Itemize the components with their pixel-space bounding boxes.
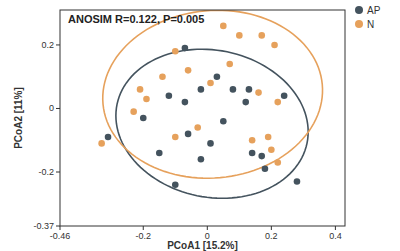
point	[105, 134, 112, 141]
confidence-ellipse	[116, 49, 308, 198]
point	[130, 108, 137, 115]
point	[246, 86, 253, 93]
x-tick-label: -0.46	[50, 231, 71, 241]
point	[249, 137, 256, 144]
point	[271, 42, 278, 49]
x-tick	[60, 226, 61, 230]
x-tick	[143, 226, 144, 230]
point	[262, 166, 269, 173]
x-tick-label: -0.2	[136, 231, 152, 241]
point	[220, 23, 227, 30]
point	[98, 140, 105, 147]
x-tick-label: 0.2	[265, 231, 278, 241]
point	[185, 67, 192, 74]
point	[182, 99, 189, 106]
point	[198, 156, 205, 163]
legend-label: AP	[367, 5, 381, 16]
point	[172, 181, 179, 188]
point	[214, 73, 221, 80]
chart: -0.46-0.200.20.4-0.37-0.200.2PCoA1 [15.2…	[0, 0, 400, 251]
point	[274, 99, 281, 106]
point	[281, 92, 288, 99]
y-tick	[56, 108, 60, 109]
y-tick-label: -0.37	[33, 221, 54, 231]
point	[194, 124, 201, 131]
legend-swatch	[355, 20, 363, 28]
point	[258, 153, 265, 160]
point	[143, 96, 150, 103]
point	[236, 32, 243, 39]
point	[207, 140, 214, 147]
legend-label: N	[367, 19, 374, 30]
point	[182, 45, 189, 52]
legend: AP N	[355, 5, 381, 30]
point	[274, 159, 281, 166]
plot-area	[98, 10, 322, 198]
point	[159, 73, 166, 80]
y-tick	[56, 226, 60, 227]
point	[198, 86, 205, 93]
point	[249, 150, 256, 157]
point	[156, 150, 163, 157]
point	[258, 32, 265, 39]
point	[226, 61, 233, 68]
point	[140, 115, 147, 122]
y-tick-label: 0	[49, 103, 54, 113]
point	[172, 134, 179, 141]
y-tick-label: -0.2	[38, 167, 54, 177]
x-tick-label: 0.4	[329, 231, 342, 241]
y-axis-label: PCoA2 [11%]	[13, 87, 24, 149]
x-tick	[335, 226, 336, 230]
point	[220, 118, 227, 125]
x-tick	[207, 226, 208, 230]
point	[255, 89, 262, 96]
point	[230, 86, 237, 93]
point	[137, 86, 144, 93]
point	[268, 146, 275, 153]
annotation: ANOSIM R=0.122, P=0.005	[68, 13, 204, 25]
y-tick	[56, 44, 60, 45]
point	[185, 131, 192, 138]
y-tick	[56, 172, 60, 173]
x-axis-label: PCoA1 [15.2%]	[167, 240, 238, 251]
y-tick-label: 0.2	[41, 40, 54, 50]
point	[172, 48, 179, 55]
point	[265, 134, 272, 141]
x-tick	[271, 226, 272, 230]
point	[166, 92, 173, 99]
point	[207, 80, 214, 87]
plot-frame	[60, 10, 345, 226]
legend-swatch	[355, 6, 363, 14]
confidence-ellipse	[103, 10, 323, 178]
point	[242, 99, 249, 106]
point	[294, 178, 301, 185]
